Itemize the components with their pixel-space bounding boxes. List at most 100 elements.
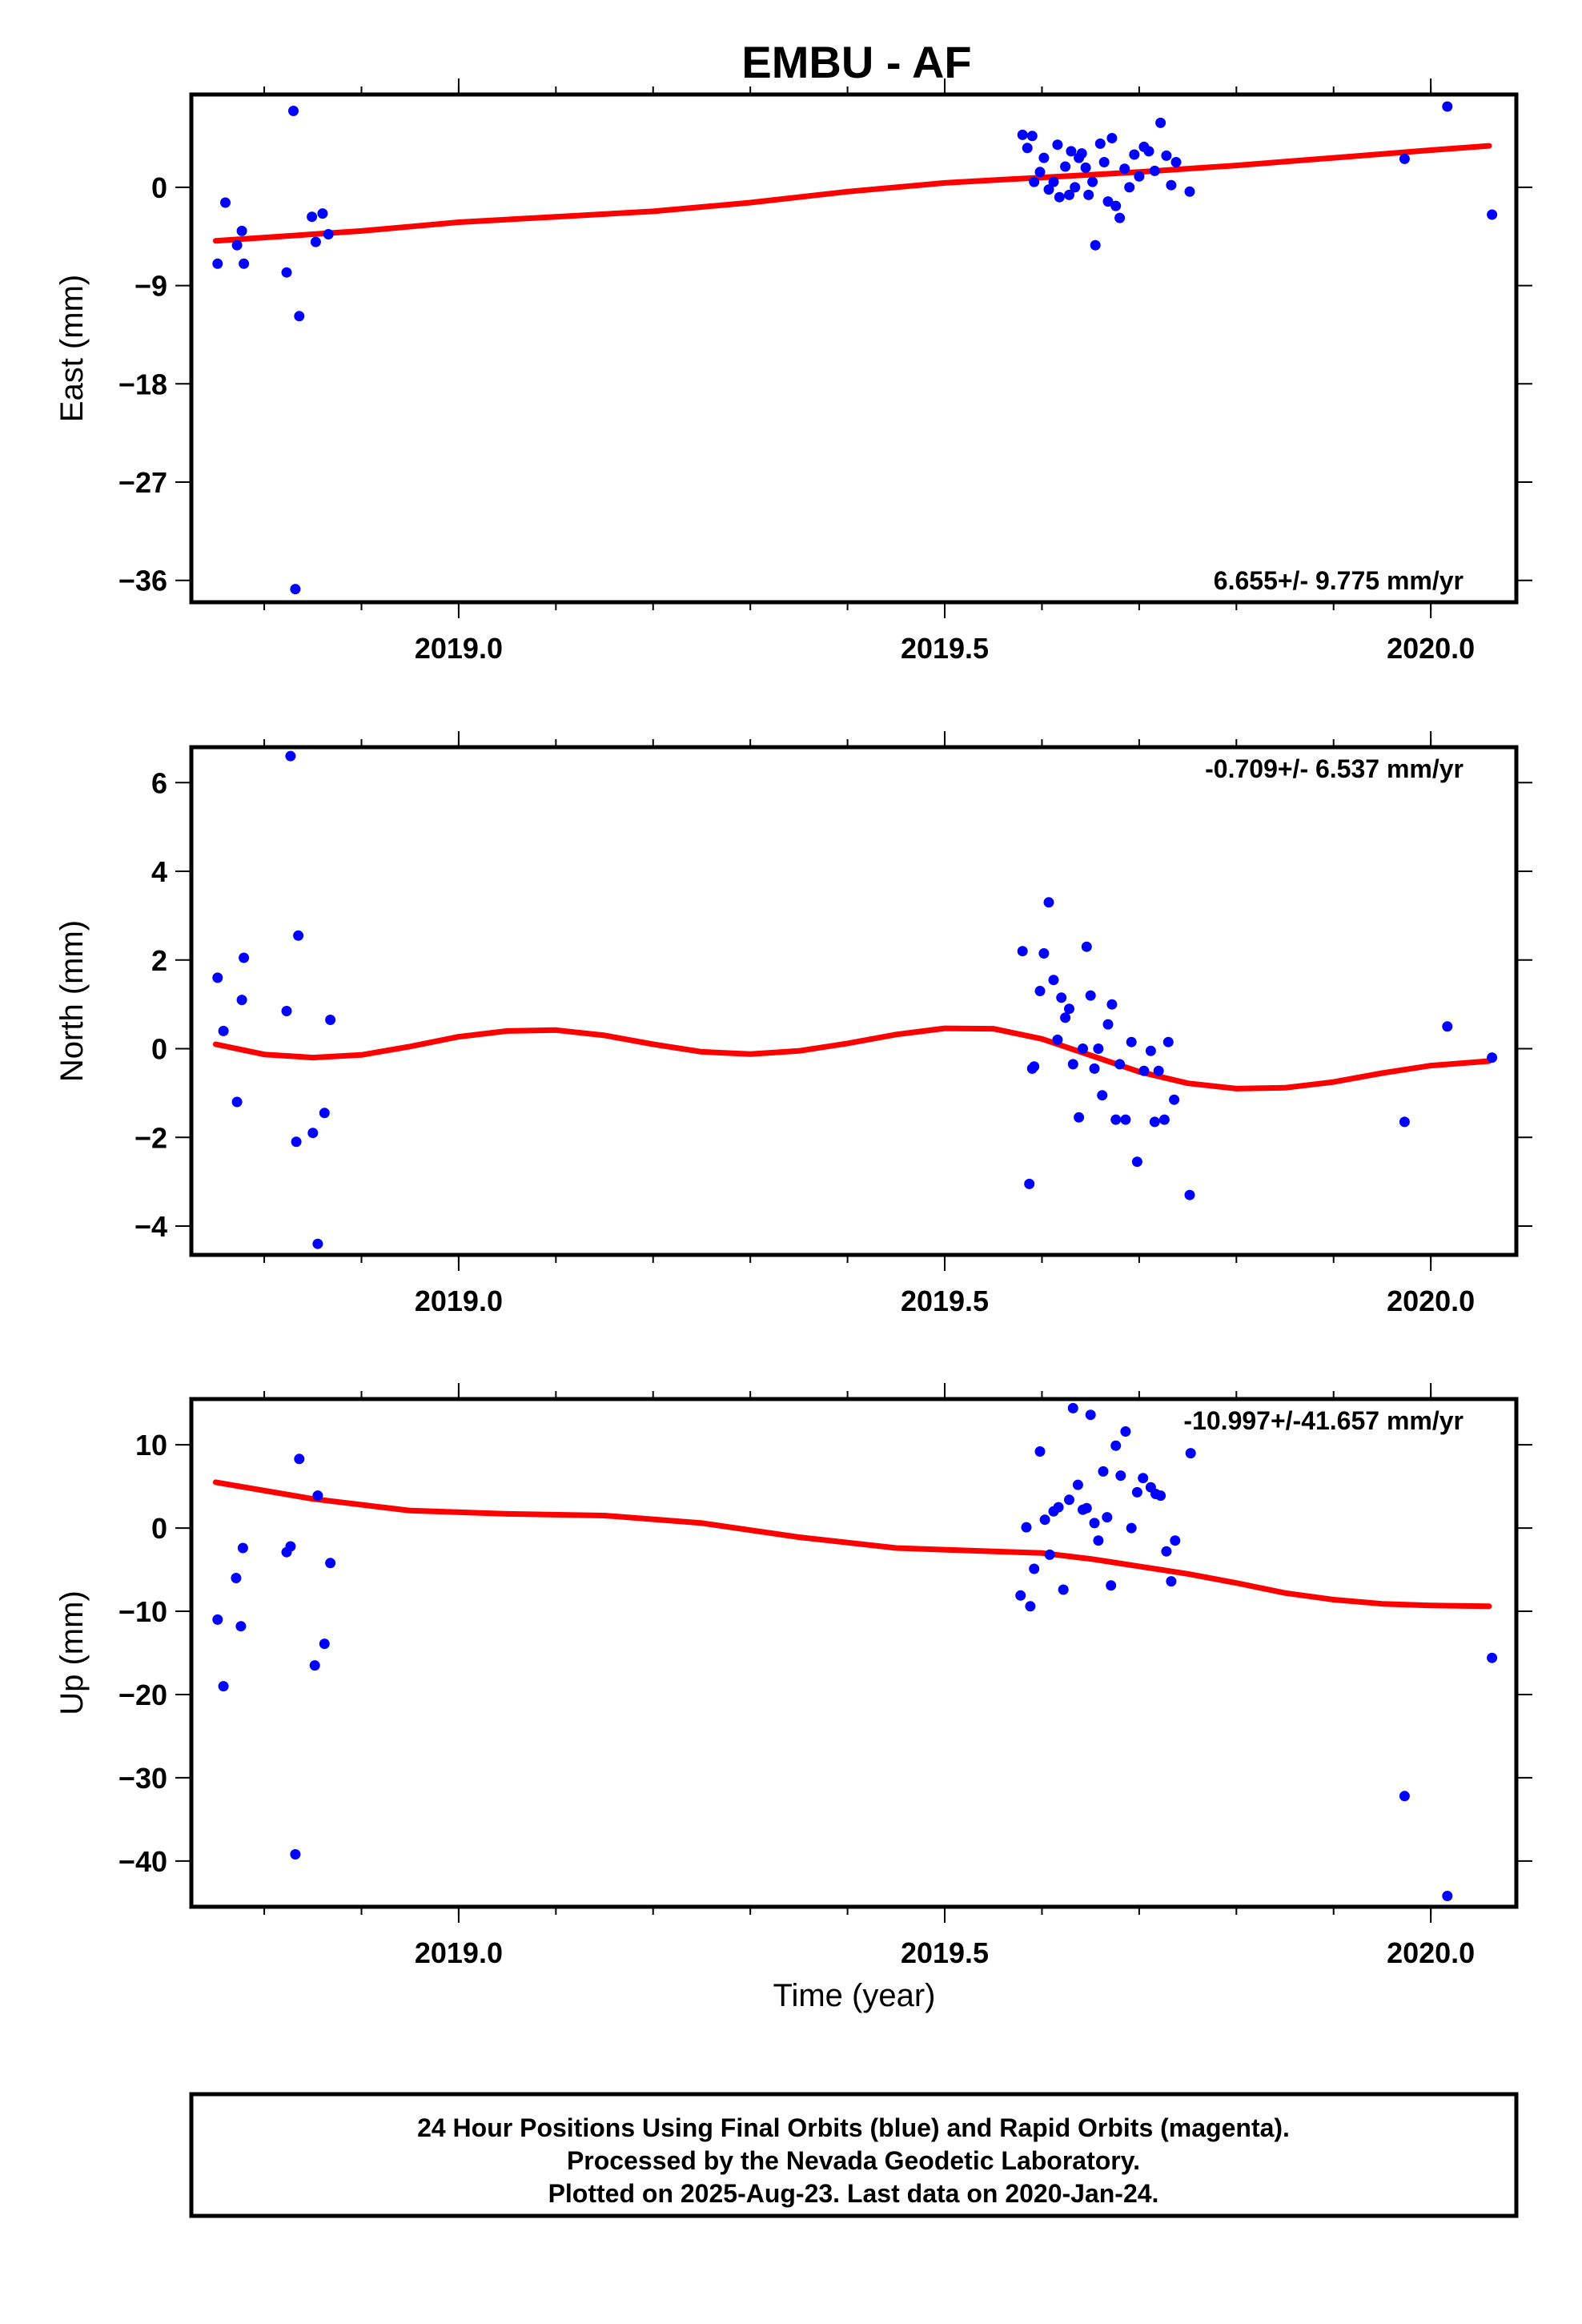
north-data-point [1138,1065,1150,1076]
north-data-point [1102,1019,1114,1030]
x-axis-label: Time (year) [773,1978,936,2013]
east-y-tick-label: −27 [118,466,167,499]
panel-east: 2019.0 2019.5 2020.0 0 −9 −18 −27 −36 East (mm) 6… [54,78,1532,665]
north-data-point [1085,990,1096,1001]
north-data-point [1145,1045,1156,1056]
up-frame [189,1397,1519,1909]
east-data-point [1052,139,1063,151]
up-data-point [312,1490,323,1502]
east-data-point [1399,153,1410,164]
north-data-point [1153,1065,1164,1076]
up-data-point [231,1573,242,1583]
north-data-point [1067,1059,1078,1070]
east-data-point [281,267,292,278]
north-data-point [1169,1094,1180,1105]
up-x-tick-label: 2019.0 [415,1936,503,1969]
panel-up: 2019.0 2019.5 2020.0 10 0 −10 −20 −30 −40 Up (mm)… [54,1383,1532,1969]
east-y-tick-label: −18 [118,368,167,400]
up-data-point [1029,1563,1040,1574]
east-data-point [1090,239,1101,251]
up-data-point [1138,1473,1149,1484]
east-data-point [307,211,318,223]
north-x-tick-label: 2020.0 [1387,1285,1475,1317]
east-data-point [1134,171,1145,182]
east-data-point [1098,157,1110,167]
east-x-tick-label: 2019.5 [901,632,989,665]
up-y-tick-label: 10 [135,1429,167,1462]
east-data-point [323,229,334,239]
up-data-point [294,1454,305,1465]
up-data-point [1185,1448,1196,1459]
north-data-point [1056,992,1067,1003]
north-data-point [1043,897,1054,908]
east-data-point [1442,101,1453,112]
north-data-point [285,750,296,762]
north-data-point [1034,986,1046,996]
east-data-point [1038,152,1050,163]
north-data-point [319,1108,330,1119]
north-y-axis-label: North (mm) [54,920,90,1082]
up-y-tick-label: −30 [118,1762,167,1795]
up-data-point [325,1558,336,1569]
up-data-point [1120,1426,1131,1437]
footer-line-2: Processed by the Nevada Geodetic Laborat… [567,2146,1140,2175]
up-plot-area [212,1402,1498,1901]
north-data-point [307,1128,319,1139]
north-data-point [281,1006,292,1016]
east-data-point [1161,150,1172,161]
north-data-point [1060,1012,1071,1023]
east-y-axis-label: East (mm) [54,275,90,422]
up-data-point [1034,1446,1046,1457]
east-data-point [1110,200,1122,211]
east-y-tick-label: −36 [118,565,167,597]
east-data-point [239,258,250,269]
up-data-point [1021,1522,1032,1533]
east-data-point [288,106,299,116]
up-data-point [1399,1791,1410,1802]
north-data-point [1399,1116,1410,1128]
east-data-point [1064,189,1074,200]
north-data-point [1149,1116,1160,1128]
up-data-point [1089,1518,1100,1529]
up-data-point [1072,1479,1083,1490]
up-data-point [1044,1549,1055,1560]
east-data-point [1119,163,1130,175]
east-data-point [1155,117,1166,128]
up-data-point [212,1614,223,1625]
up-data-point [1093,1535,1104,1546]
north-data-point [239,952,250,963]
north-data-point [1158,1114,1170,1125]
east-data-point [1114,212,1126,223]
up-data-point [1102,1512,1113,1523]
east-data-point [1149,165,1160,176]
north-x-tick-label: 2019.5 [901,1285,989,1317]
east-data-point [1094,138,1106,149]
up-data-point [1064,1494,1074,1506]
east-rate-label: 6.655+/- 9.775 mm/yr [1214,566,1464,595]
footer-line-1: 24 Hour Positions Using Final Orbits (bl… [417,2113,1290,2142]
up-data-point [285,1541,296,1552]
east-data-point [1083,189,1094,200]
east-x-tick-label: 2020.0 [1387,632,1475,665]
east-data-point [1054,191,1065,203]
east-data-point [1102,196,1114,207]
east-data-point [1143,146,1154,157]
up-data-point [237,1542,248,1554]
north-y-tick-label: 2 [151,944,167,977]
up-x-tick-label: 2019.5 [901,1936,989,1969]
up-data-point [1098,1466,1109,1477]
east-frame [189,92,1519,605]
east-data-point [1034,167,1046,178]
up-data-point [1155,1490,1166,1502]
up-data-point [1115,1470,1126,1482]
north-data-point [1162,1036,1174,1047]
east-data-point [1106,133,1118,143]
east-data-point [1026,131,1038,142]
north-data-point [1029,1061,1040,1072]
north-data-point [1184,1189,1195,1200]
up-data-point [218,1681,229,1692]
footer-frame [189,2092,1519,2218]
east-data-point [1124,182,1135,193]
east-data-point [1017,129,1028,140]
